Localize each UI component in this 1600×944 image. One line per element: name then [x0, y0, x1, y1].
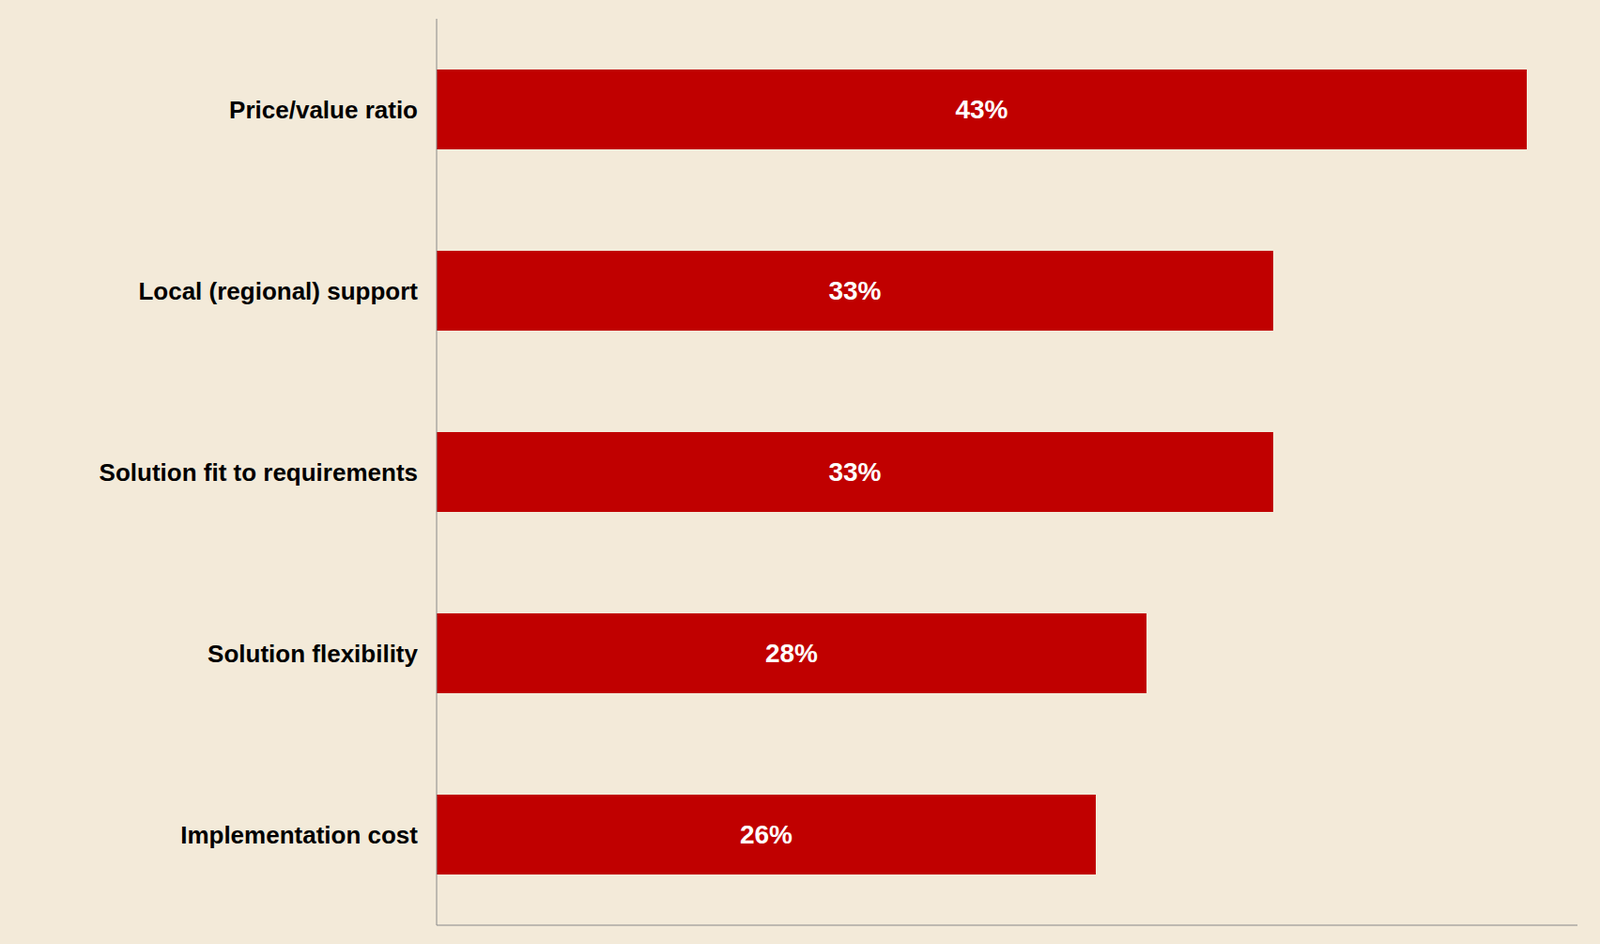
svg-text:26%: 26% — [739, 819, 793, 849]
svg-text:Solution flexibility: Solution flexibility — [207, 639, 418, 668]
svg-text:33%: 33% — [828, 457, 881, 487]
svg-text:28%: 28% — [765, 638, 818, 668]
svg-text:Price/value ratio: Price/value ratio — [229, 95, 418, 124]
svg-text:43%: 43% — [954, 94, 1008, 124]
svg-text:33%: 33% — [828, 276, 881, 306]
svg-text:Implementation cost: Implementation cost — [180, 820, 418, 849]
svg-text:Local (regional) support: Local (regional) support — [138, 276, 418, 306]
svg-text:Solution fit to requirements: Solution fit to requirements — [99, 458, 418, 487]
